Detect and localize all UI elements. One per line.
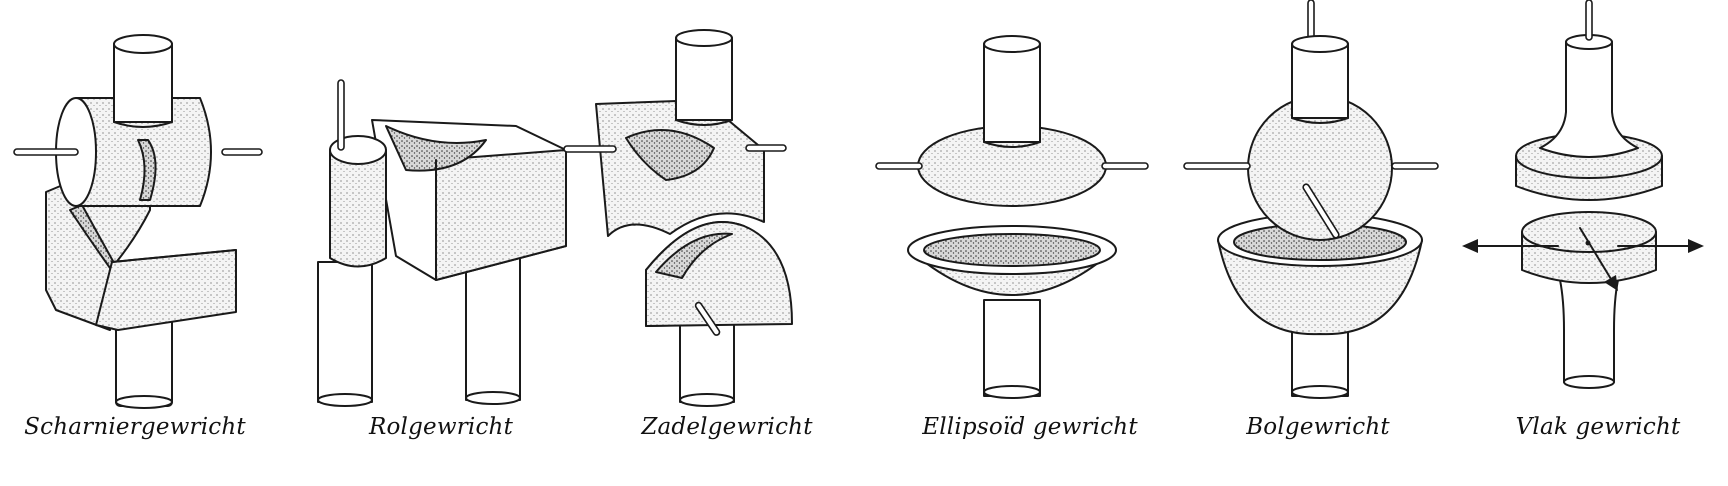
ellipsoid-joint-panel: Ellipsoïd gewricht [875,0,1180,486]
saddle-joint-illustration [563,29,793,407]
joint-caption: Scharniergewricht [24,414,246,440]
joint-caption: Zadelgewricht [641,414,813,440]
joint-caption: Vlak gewricht [1515,414,1681,440]
plane-joint-illustration [1462,0,1704,389]
pivot-joint-illustration [317,79,567,407]
ball-joint-illustration [1183,0,1439,399]
joint-caption: Bolgewricht [1246,414,1390,440]
plane-joint-panel: Vlak gewricht [1462,0,1728,486]
hinge-joint-illustration [13,34,263,409]
ellipsoid-joint-illustration [875,35,1149,399]
joint-caption: Rolgewricht [368,414,514,440]
pivot-joint-panel: Rolgewricht [286,0,596,486]
ball-joint-panel: Bolgewricht [1183,0,1448,486]
hinge-joint-panel: Scharniergewricht [0,0,270,486]
joint-caption: Ellipsoïd gewricht [922,414,1138,440]
saddle-joint-panel: Zadelgewricht [563,0,858,486]
